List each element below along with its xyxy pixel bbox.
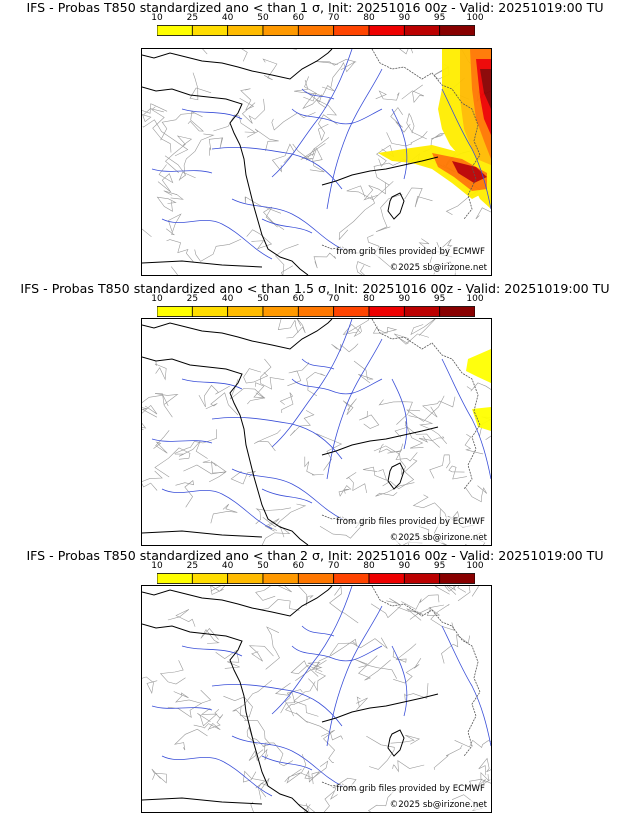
colorbar-swatch xyxy=(368,306,405,317)
colorbar-swatch xyxy=(191,25,229,36)
panel-title: IFS - Probas T850 standardized ano < tha… xyxy=(26,548,604,563)
probability-area xyxy=(480,69,491,109)
colorbar-tick-label: 25 xyxy=(186,561,199,571)
colorbar xyxy=(157,25,475,36)
colorbar-swatch xyxy=(368,25,405,36)
colorbar-labels: 10 25 40 50 60 70 80 90 95 100 xyxy=(151,561,483,572)
colorbar-swatch xyxy=(439,25,475,36)
colorbar xyxy=(157,573,475,584)
colorbar-swatch xyxy=(227,573,264,584)
country-borders xyxy=(321,586,481,791)
colorbar-labels: 10 25 40 50 60 70 80 90 95 100 xyxy=(151,294,483,305)
colorbar-tick-label: 100 xyxy=(466,294,484,304)
colorbar-swatch xyxy=(227,25,264,36)
colorbar-swatch xyxy=(157,306,193,317)
colorbar-tick-label: 100 xyxy=(466,13,484,23)
copyright-credit: ©2025 sb@irizone.net xyxy=(389,800,487,810)
probability-area xyxy=(466,349,491,383)
panel-title: IFS - Probas T850 standardized ano < tha… xyxy=(20,281,610,296)
colorbar-swatch xyxy=(439,306,475,317)
map-panel-1-sigma: IFS - Probas T850 standardized ano < tha… xyxy=(0,0,630,276)
probability-field xyxy=(466,349,491,431)
probability-area xyxy=(472,407,491,431)
rivers xyxy=(151,586,491,797)
colorbar-swatch xyxy=(403,306,441,317)
colorbar-tick-label: 10 xyxy=(151,13,163,23)
colorbar-tick-label: 80 xyxy=(363,13,375,23)
probability-field xyxy=(378,49,491,209)
colorbar-tick-label: 60 xyxy=(292,13,305,23)
colorbar-tick-label: 25 xyxy=(186,13,199,23)
colorbar xyxy=(157,306,475,317)
france-map xyxy=(142,49,491,275)
colorbar-tick-label: 10 xyxy=(151,294,163,304)
colorbar-swatch xyxy=(368,573,405,584)
colorbar-tick-label: 10 xyxy=(151,561,163,571)
colorbar-tick-label: 80 xyxy=(363,294,375,304)
source-credit: from grib files provided by ECMWF xyxy=(336,784,485,794)
colorbar-swatch xyxy=(157,25,193,36)
colorbar-swatch xyxy=(439,573,475,584)
colorbar-swatch xyxy=(333,573,370,584)
colorbar-swatch xyxy=(262,25,299,36)
colorbar-swatch xyxy=(191,306,229,317)
colorbar-tick-label: 70 xyxy=(327,13,340,23)
colorbar-tick-label: 90 xyxy=(398,294,411,304)
probability-area xyxy=(378,145,491,199)
map-frame: from grib files provided by ECMWF ©2025 … xyxy=(141,318,492,546)
source-credit: from grib files provided by ECMWF xyxy=(336,247,485,257)
colorbar-swatch xyxy=(297,573,335,584)
map-panel-2-sigma: IFS - Probas T850 standardized ano < tha… xyxy=(0,548,630,818)
colorbar-tick-label: 60 xyxy=(292,294,305,304)
colorbar-swatch xyxy=(262,573,299,584)
colorbar-tick-label: 40 xyxy=(221,294,234,304)
colorbar-swatch xyxy=(227,306,264,317)
colorbar-swatch xyxy=(403,25,441,36)
copyright-credit: ©2025 sb@irizone.net xyxy=(389,263,487,273)
panel-title: IFS - Probas T850 standardized ano < tha… xyxy=(26,0,604,15)
colorbar-tick-label: 100 xyxy=(466,561,484,571)
colorbar-tick-label: 70 xyxy=(327,561,340,571)
rivers xyxy=(151,319,491,530)
colorbar-tick-label: 50 xyxy=(257,561,269,571)
admin-boundaries xyxy=(142,319,491,545)
admin-boundaries xyxy=(142,586,491,812)
colorbar-tick-label: 90 xyxy=(398,561,411,571)
colorbar-swatch xyxy=(403,573,441,584)
colorbar-tick-label: 40 xyxy=(221,561,234,571)
colorbar-tick-label: 95 xyxy=(433,13,446,23)
colorbar-swatch xyxy=(262,306,299,317)
colorbar-tick-label: 60 xyxy=(292,561,305,571)
colorbar-tick-label: 90 xyxy=(398,13,411,23)
colorbar-tick-label: 70 xyxy=(327,294,340,304)
rivers xyxy=(151,49,491,260)
colorbar-swatch xyxy=(333,25,370,36)
colorbar-labels: 10 25 40 50 60 70 80 90 95 100 xyxy=(151,13,483,24)
colorbar-swatch xyxy=(333,306,370,317)
colorbar-tick-label: 40 xyxy=(221,13,234,23)
country-borders xyxy=(321,319,481,524)
colorbar-swatch xyxy=(157,573,193,584)
copyright-credit: ©2025 sb@irizone.net xyxy=(389,533,487,543)
coastline xyxy=(142,319,439,545)
colorbar-tick-label: 95 xyxy=(433,294,446,304)
france-map xyxy=(142,319,491,545)
colorbar-swatch xyxy=(191,573,229,584)
map-panel-1-5-sigma: IFS - Probas T850 standardized ano < tha… xyxy=(0,281,630,551)
france-map xyxy=(142,586,491,812)
colorbar-tick-label: 95 xyxy=(433,561,446,571)
map-frame: from grib files provided by ECMWF ©2025 … xyxy=(141,48,492,276)
map-frame: from grib files provided by ECMWF ©2025 … xyxy=(141,585,492,813)
source-credit: from grib files provided by ECMWF xyxy=(336,517,485,527)
colorbar-tick-label: 80 xyxy=(363,561,375,571)
colorbar-tick-label: 50 xyxy=(257,13,269,23)
coastline xyxy=(142,49,439,275)
colorbar-tick-label: 50 xyxy=(257,294,269,304)
probability-area xyxy=(452,161,487,183)
colorbar-swatch xyxy=(297,306,335,317)
colorbar-tick-label: 25 xyxy=(186,294,199,304)
colorbar-swatch xyxy=(297,25,335,36)
coastline xyxy=(142,586,439,812)
